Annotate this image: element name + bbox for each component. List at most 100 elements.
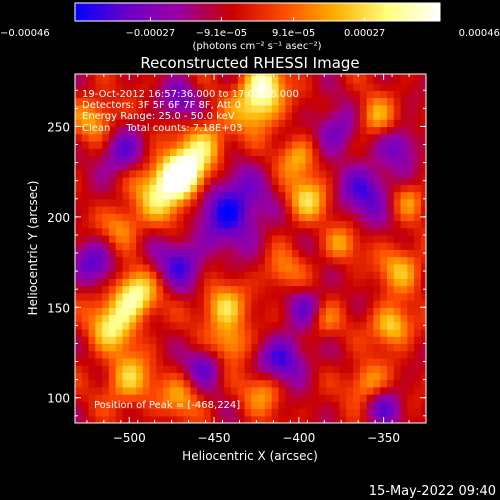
heatmap-cell [224, 119, 232, 128]
heatmap-cell [75, 307, 83, 316]
heatmap-cell [393, 271, 402, 279]
heatmap-cell [102, 119, 110, 128]
heatmap-cell [271, 111, 280, 120]
heatmap-cell [95, 343, 103, 352]
heatmap-cell [244, 263, 252, 272]
heatmap-cell [244, 220, 252, 229]
heatmap-cell [298, 314, 307, 323]
heatmap-cell [400, 227, 408, 236]
heatmap-cell [75, 343, 83, 352]
heatmap-cell [339, 372, 347, 381]
heatmap-cell [203, 227, 212, 236]
heatmap-cell [210, 220, 219, 229]
heatmap-cell [244, 119, 252, 128]
heatmap-cell [373, 83, 381, 91]
heatmap-cell [163, 350, 171, 359]
heatmap-cell [366, 314, 375, 323]
heatmap-cell [169, 300, 178, 308]
heatmap-cell [88, 242, 96, 250]
heatmap-cell [414, 401, 422, 410]
heatmap-cell [353, 133, 361, 142]
heatmap-cell [156, 90, 164, 99]
heatmap-cell [359, 90, 368, 99]
heatmap-cell [264, 140, 273, 149]
heatmap-cell [305, 97, 313, 106]
heatmap-cell [393, 83, 402, 91]
heatmap-cell [115, 234, 124, 243]
heatmap-cell [81, 220, 90, 229]
heatmap-cell [414, 343, 422, 352]
heatmap-cell [332, 104, 341, 113]
heatmap-cell [312, 148, 320, 156]
heatmap-cell [353, 74, 361, 77]
heatmap-cell [407, 90, 415, 99]
heatmap-cell [156, 321, 164, 330]
heatmap-cell [95, 104, 103, 113]
heatmap-cell [136, 307, 144, 316]
heatmap-cell [217, 372, 225, 381]
heatmap-cell [346, 220, 354, 229]
heatmap-cell [244, 285, 252, 294]
heatmap-cell [400, 314, 408, 323]
heatmap-cell [353, 278, 361, 287]
heatmap-cell [393, 350, 402, 359]
heatmap-cell [407, 111, 415, 120]
heatmap-cell [176, 74, 185, 77]
heatmap-cell [224, 220, 232, 229]
heatmap-cell [292, 213, 300, 222]
heatmap-cell [400, 191, 408, 200]
heatmap-cell [169, 307, 178, 316]
heatmap-cell [142, 220, 151, 229]
heatmap-cell [251, 227, 259, 236]
heatmap-cell [380, 177, 388, 185]
heatmap-cell [305, 314, 313, 323]
heatmap-cell [210, 328, 219, 337]
heatmap-cell [292, 328, 300, 337]
heatmap-cell [108, 365, 117, 373]
heatmap-cell [278, 328, 286, 337]
heatmap-cell [217, 357, 225, 366]
heatmap-cell [251, 198, 259, 207]
heatmap-cell [305, 408, 313, 417]
heatmap-cell [149, 401, 157, 410]
heatmap-cell [203, 386, 212, 395]
heatmap-cell [244, 365, 252, 373]
heatmap-cell [95, 386, 103, 395]
heatmap-cell [319, 336, 327, 345]
heatmap-cell [285, 133, 293, 142]
heatmap-cell [387, 97, 395, 106]
heatmap-cell [95, 206, 103, 214]
heatmap-cell [142, 415, 151, 423]
heatmap-cell [387, 256, 395, 265]
heatmap-cell [325, 365, 334, 373]
heatmap-cell [102, 126, 110, 135]
heatmap-cell [387, 90, 395, 99]
heatmap-cell [332, 234, 341, 243]
heatmap-cell [156, 155, 164, 164]
heatmap-cell [325, 386, 334, 395]
heatmap-cell [163, 162, 171, 171]
heatmap-cell [129, 140, 137, 149]
heatmap-cell [122, 213, 130, 222]
heatmap-cell [325, 75, 334, 84]
heatmap-cell [353, 300, 361, 308]
heatmap-cell [237, 357, 246, 366]
heatmap-cell [258, 97, 266, 106]
heatmap-cell [176, 83, 185, 91]
heatmap-cell [312, 314, 320, 323]
heatmap-cell [387, 242, 395, 250]
heatmap-cell [197, 83, 205, 91]
heatmap-cell [122, 292, 130, 301]
heatmap-cell [373, 263, 381, 272]
heatmap-cell [400, 321, 408, 330]
heatmap-cell [400, 249, 408, 258]
heatmap-cell [190, 162, 198, 171]
heatmap-cell [244, 234, 252, 243]
heatmap-cell [271, 343, 280, 352]
heatmap-cell [264, 234, 273, 243]
heatmap-cell [224, 104, 232, 113]
heatmap-cell [203, 336, 212, 345]
heatmap-cell [108, 386, 117, 395]
heatmap-cell [95, 140, 103, 149]
heatmap-cell [136, 242, 144, 250]
